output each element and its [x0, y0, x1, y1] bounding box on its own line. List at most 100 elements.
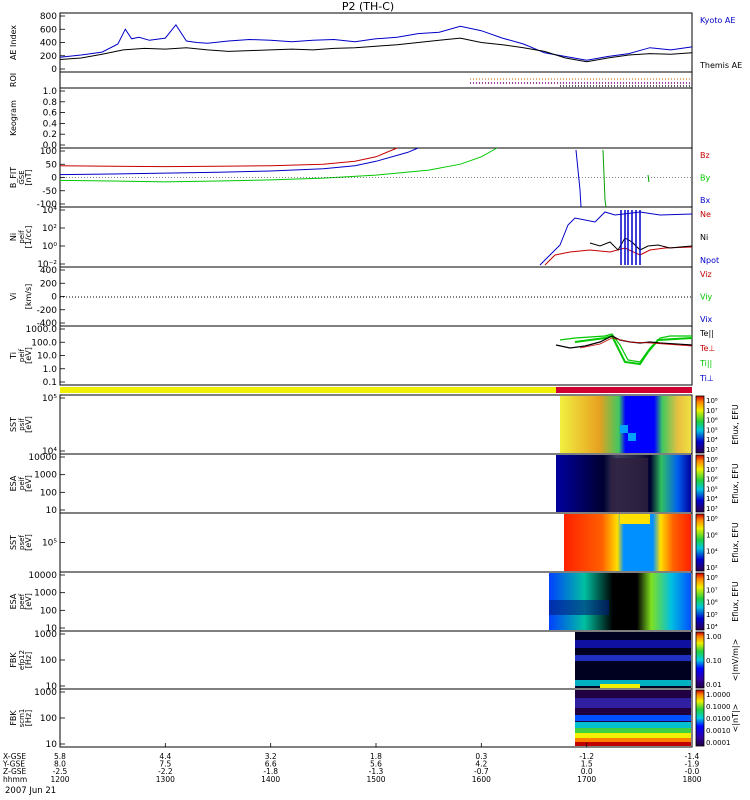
- bfit-lines: [59, 147, 498, 183]
- x-row-value-z-gse: -1.8: [263, 767, 278, 776]
- ti-lines: [555, 333, 693, 366]
- color-bars: [695, 395, 705, 747]
- fbk2-ytick: 100: [40, 714, 57, 724]
- ni-ytick: 10⁴: [42, 206, 57, 216]
- esa1-ztick: 10⁷: [706, 466, 718, 474]
- ti-yunit: [eV]: [24, 347, 33, 364]
- esa1-colorbar: [695, 454, 705, 513]
- x-axis: X-GSE 5.8 4.4 3.2 1.8 0.3 -1.2 -1.4 Y-GSE 8.0 7.5 6…: [2, 752, 702, 784]
- bfit-ytick: 100: [40, 147, 57, 157]
- axes-text: AE Index8006004002000ROIKeogram1.00.80.6…: [9, 12, 740, 750]
- ti-legend-item: Ti||: [699, 359, 712, 368]
- x-row-value-x-gse: 1.8: [370, 752, 382, 761]
- ti-ytick: 0.1: [43, 378, 57, 388]
- ae-ytick: 600: [40, 25, 57, 35]
- esa1-ysub: peif: [18, 476, 26, 490]
- x-row-value-y-gse: 5.6: [370, 760, 382, 769]
- bfit-late-segments: [575, 149, 650, 208]
- sst1-ytick: 10⁴: [42, 447, 57, 457]
- sst2-ztick: 10⁸: [706, 515, 718, 523]
- ae-ytick: 800: [40, 12, 57, 22]
- fbk1-ztick: 0.10: [706, 657, 722, 665]
- ae-ytick: 0: [51, 65, 57, 75]
- fbk1-ztick: 1.00: [706, 633, 722, 641]
- x-row-value-x-gse: 3.2: [265, 752, 277, 761]
- esa1-ztick: 10⁴: [706, 495, 718, 503]
- vi-ylabel: Vi: [9, 293, 18, 301]
- sst2-ztick: 10²: [706, 564, 718, 572]
- esa2-yunit: [eV]: [24, 593, 33, 610]
- esa2-ztick: 10⁴: [706, 623, 718, 631]
- ni-legend-item: Npot: [700, 256, 719, 265]
- sst1-checker-2: [628, 433, 636, 441]
- date-label: 2007 Jun 21: [5, 786, 56, 796]
- x-row-value-y-gse: 4.2: [475, 760, 487, 769]
- mode-bar-slow: [60, 387, 556, 393]
- vi-ytick: -400: [37, 319, 58, 329]
- ti-para-line: [559, 333, 692, 363]
- ae-panel: [59, 12, 693, 73]
- bfit-ytick: -100: [37, 200, 58, 210]
- ae-lines: [59, 23, 693, 63]
- x-row-value-z-gse: 0.0: [581, 767, 593, 776]
- fbk2-ytick: 1000: [34, 688, 57, 698]
- x-row-value-y-gse: 6.6: [265, 760, 277, 769]
- ae-ylabel: AE Index: [9, 25, 18, 60]
- esa1-ztick: 10⁵: [706, 485, 718, 493]
- fbk1-ylabel: FBK: [9, 652, 18, 668]
- vi-legend-item: Viy: [700, 293, 713, 302]
- sst2-ztick: 10⁴: [706, 548, 718, 556]
- bfit-ysub: GSE: [18, 170, 26, 184]
- esa1-ztick: 10⁶: [706, 476, 718, 484]
- bfit-ytick: 50: [46, 160, 58, 170]
- fbk2-ztick: 1.0000: [706, 691, 731, 699]
- ni-ysub: peif: [18, 230, 26, 244]
- x-row-value-x-gse: 4.4: [159, 752, 171, 761]
- esa1-band: [610, 458, 648, 512]
- x-row-label-y-gse: Y-GSE: [2, 760, 25, 769]
- sst2-band: [620, 514, 650, 524]
- ni-spikes: [620, 210, 641, 265]
- bfit-series-bx: [59, 147, 419, 176]
- sst1-checker-1: [620, 425, 628, 433]
- x-row-value-z-gse: -2.2: [158, 767, 173, 776]
- sst1-yunit: [eV]: [24, 416, 33, 433]
- esa1-ztick: 10³: [706, 505, 718, 513]
- sst2-zlabel: Eflux, EFU: [731, 522, 740, 563]
- sst2-colorbar: [695, 513, 705, 572]
- bfit-by-tick: [647, 174, 650, 183]
- sst1-ztick: 10⁸: [706, 397, 718, 405]
- ae-ytick: 200: [40, 52, 57, 62]
- esa2-ztick: 10⁸: [706, 574, 718, 582]
- ti-legend-item: Te⊥: [699, 344, 715, 353]
- fbk2-yunit: [Hz]: [24, 710, 33, 726]
- sst2-ylabel: SST: [9, 535, 18, 550]
- esa2-ytick: 1000: [34, 589, 57, 599]
- x-row-value-x-gse: -1.4: [685, 752, 700, 761]
- ae-legend-item: Kyoto AE: [700, 16, 735, 25]
- x-row-value-x-gse: 5.8: [54, 752, 66, 761]
- fbk1-ytick: 1000: [34, 630, 57, 640]
- fbk1-ytick: 10: [46, 682, 58, 692]
- fbk2-colorbar: [695, 689, 705, 747]
- esa2-ztick: 10⁷: [706, 586, 718, 594]
- ni-ylabel: Ni: [9, 233, 18, 241]
- sst1-ztick: 10³: [706, 446, 718, 454]
- fbk1-band-1: [575, 640, 691, 648]
- fbk1-colorbar: [695, 631, 705, 689]
- x-row-value-y-gse: 8.0: [54, 760, 66, 769]
- sst2-ztick: 10⁶: [706, 531, 718, 539]
- sst1-ylabel: SST: [9, 417, 18, 432]
- ti-perp-line: [574, 334, 693, 366]
- x-row-value-y-gse: 1.5: [581, 760, 593, 769]
- x-row-value-hhmm: 1700: [577, 775, 596, 784]
- sst2-ysub: psef: [18, 535, 26, 550]
- sst1-zlabel: Eflux, EFU: [731, 404, 740, 445]
- fbk2-band-4: [575, 728, 691, 733]
- vi-legend-item: Viz: [700, 270, 712, 279]
- keogram-ytick: 1.0: [43, 87, 58, 97]
- keogram-panel: [59, 87, 693, 149]
- ti-ylabel: Ti: [9, 352, 18, 360]
- bfit-ytick: 0: [51, 174, 57, 184]
